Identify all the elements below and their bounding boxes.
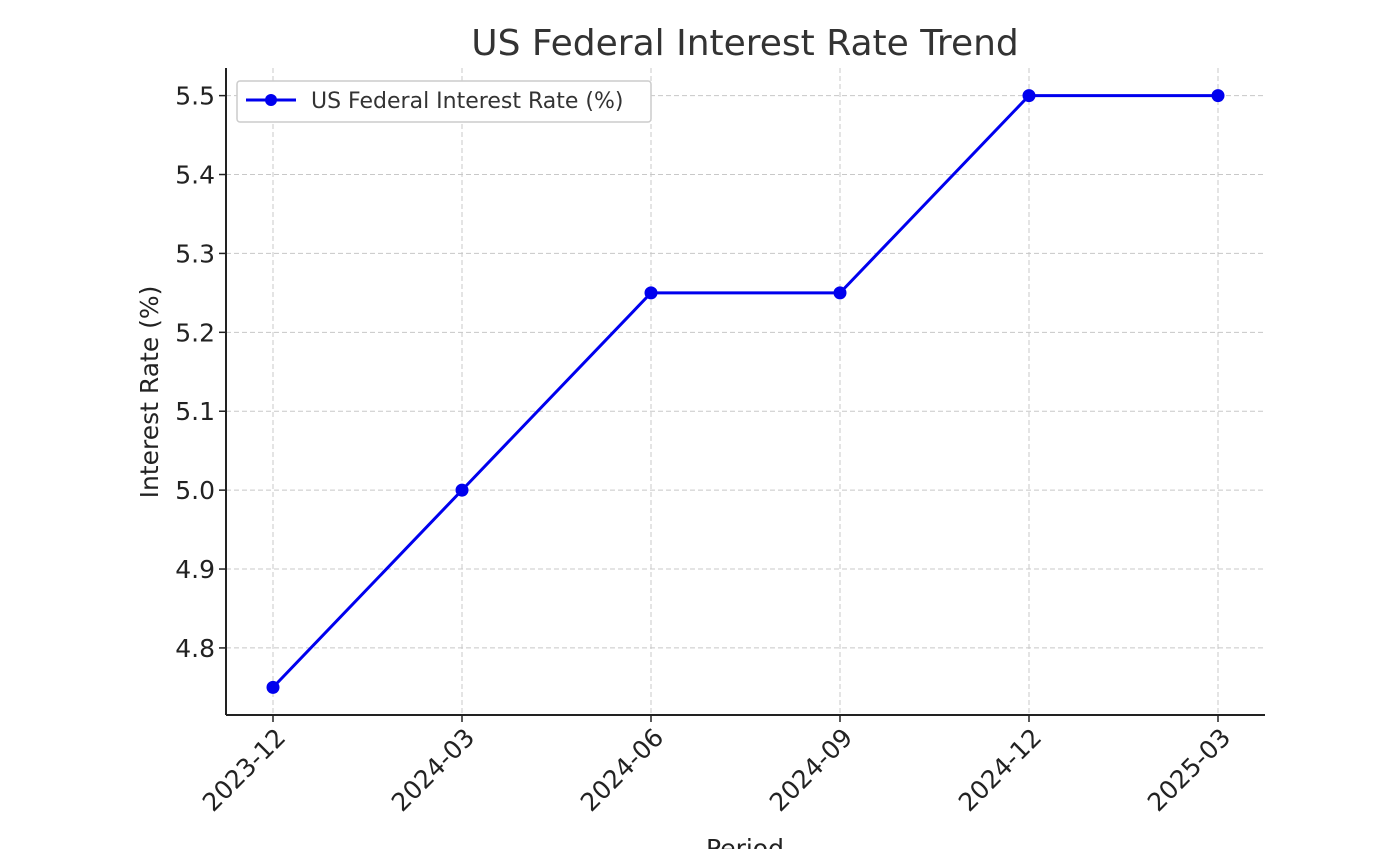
y-tick-label: 5.2 [175, 318, 215, 347]
legend: US Federal Interest Rate (%) [236, 80, 652, 123]
axes [219, 68, 1265, 722]
data-point [266, 680, 280, 694]
data-point [455, 483, 469, 497]
x-tick-labels: 2023-12 2024-03 2024-06 2024-09 2024-12 2025-… [197, 723, 1236, 817]
y-tick-label: 4.9 [175, 555, 215, 584]
chart-title: US Federal Interest Rate Trend [471, 23, 1019, 64]
y-tick-label: 5.1 [175, 397, 215, 426]
y-axis-label: Interest Rate (%) [135, 286, 164, 499]
grid-lines [226, 68, 1265, 715]
data-point [833, 286, 847, 300]
y-tick-label: 5.0 [175, 476, 215, 505]
y-tick-label: 5.5 [175, 82, 215, 111]
x-tick-label: 2024-09 [764, 723, 858, 817]
y-tick-label: 5.4 [175, 161, 215, 190]
x-tick-label: 2024-06 [575, 723, 669, 817]
y-tick-label: 5.3 [175, 239, 215, 268]
x-tick-label: 2024-12 [953, 723, 1047, 817]
x-tick-label: 2024-03 [386, 723, 480, 817]
legend-label: US Federal Interest Rate (%) [311, 89, 623, 114]
y-tick-label: 4.8 [175, 634, 215, 663]
series-polyline [271, 94, 1218, 689]
x-tick-label: 2025-03 [1142, 723, 1236, 817]
series-line [266, 89, 1225, 694]
data-point [644, 286, 658, 300]
legend-dot-marker [265, 94, 277, 106]
data-point [1211, 89, 1225, 103]
legend-box [236, 80, 652, 123]
data-point [1022, 89, 1036, 103]
y-tick-labels: 4.8 4.9 5.0 5.1 5.2 5.3 5.4 5.5 [175, 82, 215, 663]
x-axis-label: Period [706, 834, 784, 849]
x-tick-label: 2023-12 [197, 723, 291, 817]
